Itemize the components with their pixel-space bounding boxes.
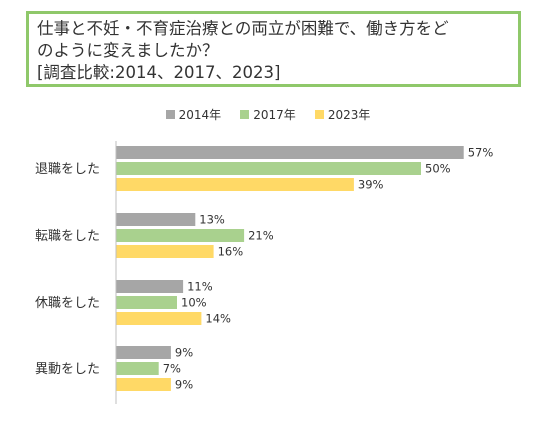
legend-item-2017: 2017年: [240, 106, 296, 123]
value-label-2-1: 10%: [181, 296, 207, 310]
bar-2-1: [116, 296, 177, 309]
category-label-2: 休職をした: [35, 296, 100, 311]
bar-3-0: [116, 346, 171, 359]
value-label-1-2: 16%: [218, 245, 244, 259]
bar-2-0: [116, 280, 184, 293]
bar-1-0: [116, 213, 196, 226]
category-label-3: 異動をした: [35, 362, 100, 377]
bar-1-1: [116, 229, 245, 242]
value-label-0-0: 57%: [468, 146, 494, 160]
legend-label-2017: 2017年: [253, 108, 296, 122]
chart-title-line-2: のように変えましたか？: [37, 41, 219, 60]
chart-title-line-1: 仕事と不妊・不育症治療との両立が困難で、働き方をど: [37, 19, 449, 38]
legend-swatch-2023: [314, 110, 324, 119]
value-label-0-2: 39%: [358, 178, 384, 192]
legend-item-2023: 2023年: [314, 106, 371, 123]
value-label-3-0: 9%: [175, 346, 193, 360]
bar-2-2: [116, 312, 202, 325]
value-label-3-2: 9%: [175, 378, 193, 392]
bar-3-1: [116, 362, 159, 375]
bar-3-2: [116, 378, 171, 391]
value-label-0-1: 50%: [425, 162, 451, 176]
value-label-3-1: 7%: [163, 362, 181, 376]
chart-legend: 2014年 2017年 2023年: [0, 104, 536, 123]
legend-label-2023: 2023年: [327, 108, 371, 122]
value-label-2-2: 14%: [205, 312, 231, 326]
value-label-1-1: 21%: [248, 229, 274, 243]
bar-0-2: [116, 178, 354, 191]
legend-item-2014: 2014年: [165, 106, 222, 123]
category-label-0: 退職をした: [35, 162, 100, 177]
legend-swatch-2017: [240, 110, 250, 119]
value-label-1-0: 13%: [199, 213, 225, 227]
category-label-1: 転職をした: [35, 229, 100, 244]
value-label-2-0: 11%: [187, 280, 213, 294]
bar-0-1: [116, 162, 421, 175]
bar-1-2: [116, 245, 214, 258]
legend-swatch-2014: [165, 110, 175, 119]
title-box: 仕事と不妊・不育症治療との両立が困難で、働き方をど のように変えましたか？ [調…: [26, 11, 521, 87]
legend-label-2014: 2014年: [178, 108, 222, 122]
chart-title-line-3: [調査比較:2014、2017、2023]: [37, 63, 281, 82]
bar-0-0: [116, 146, 464, 159]
